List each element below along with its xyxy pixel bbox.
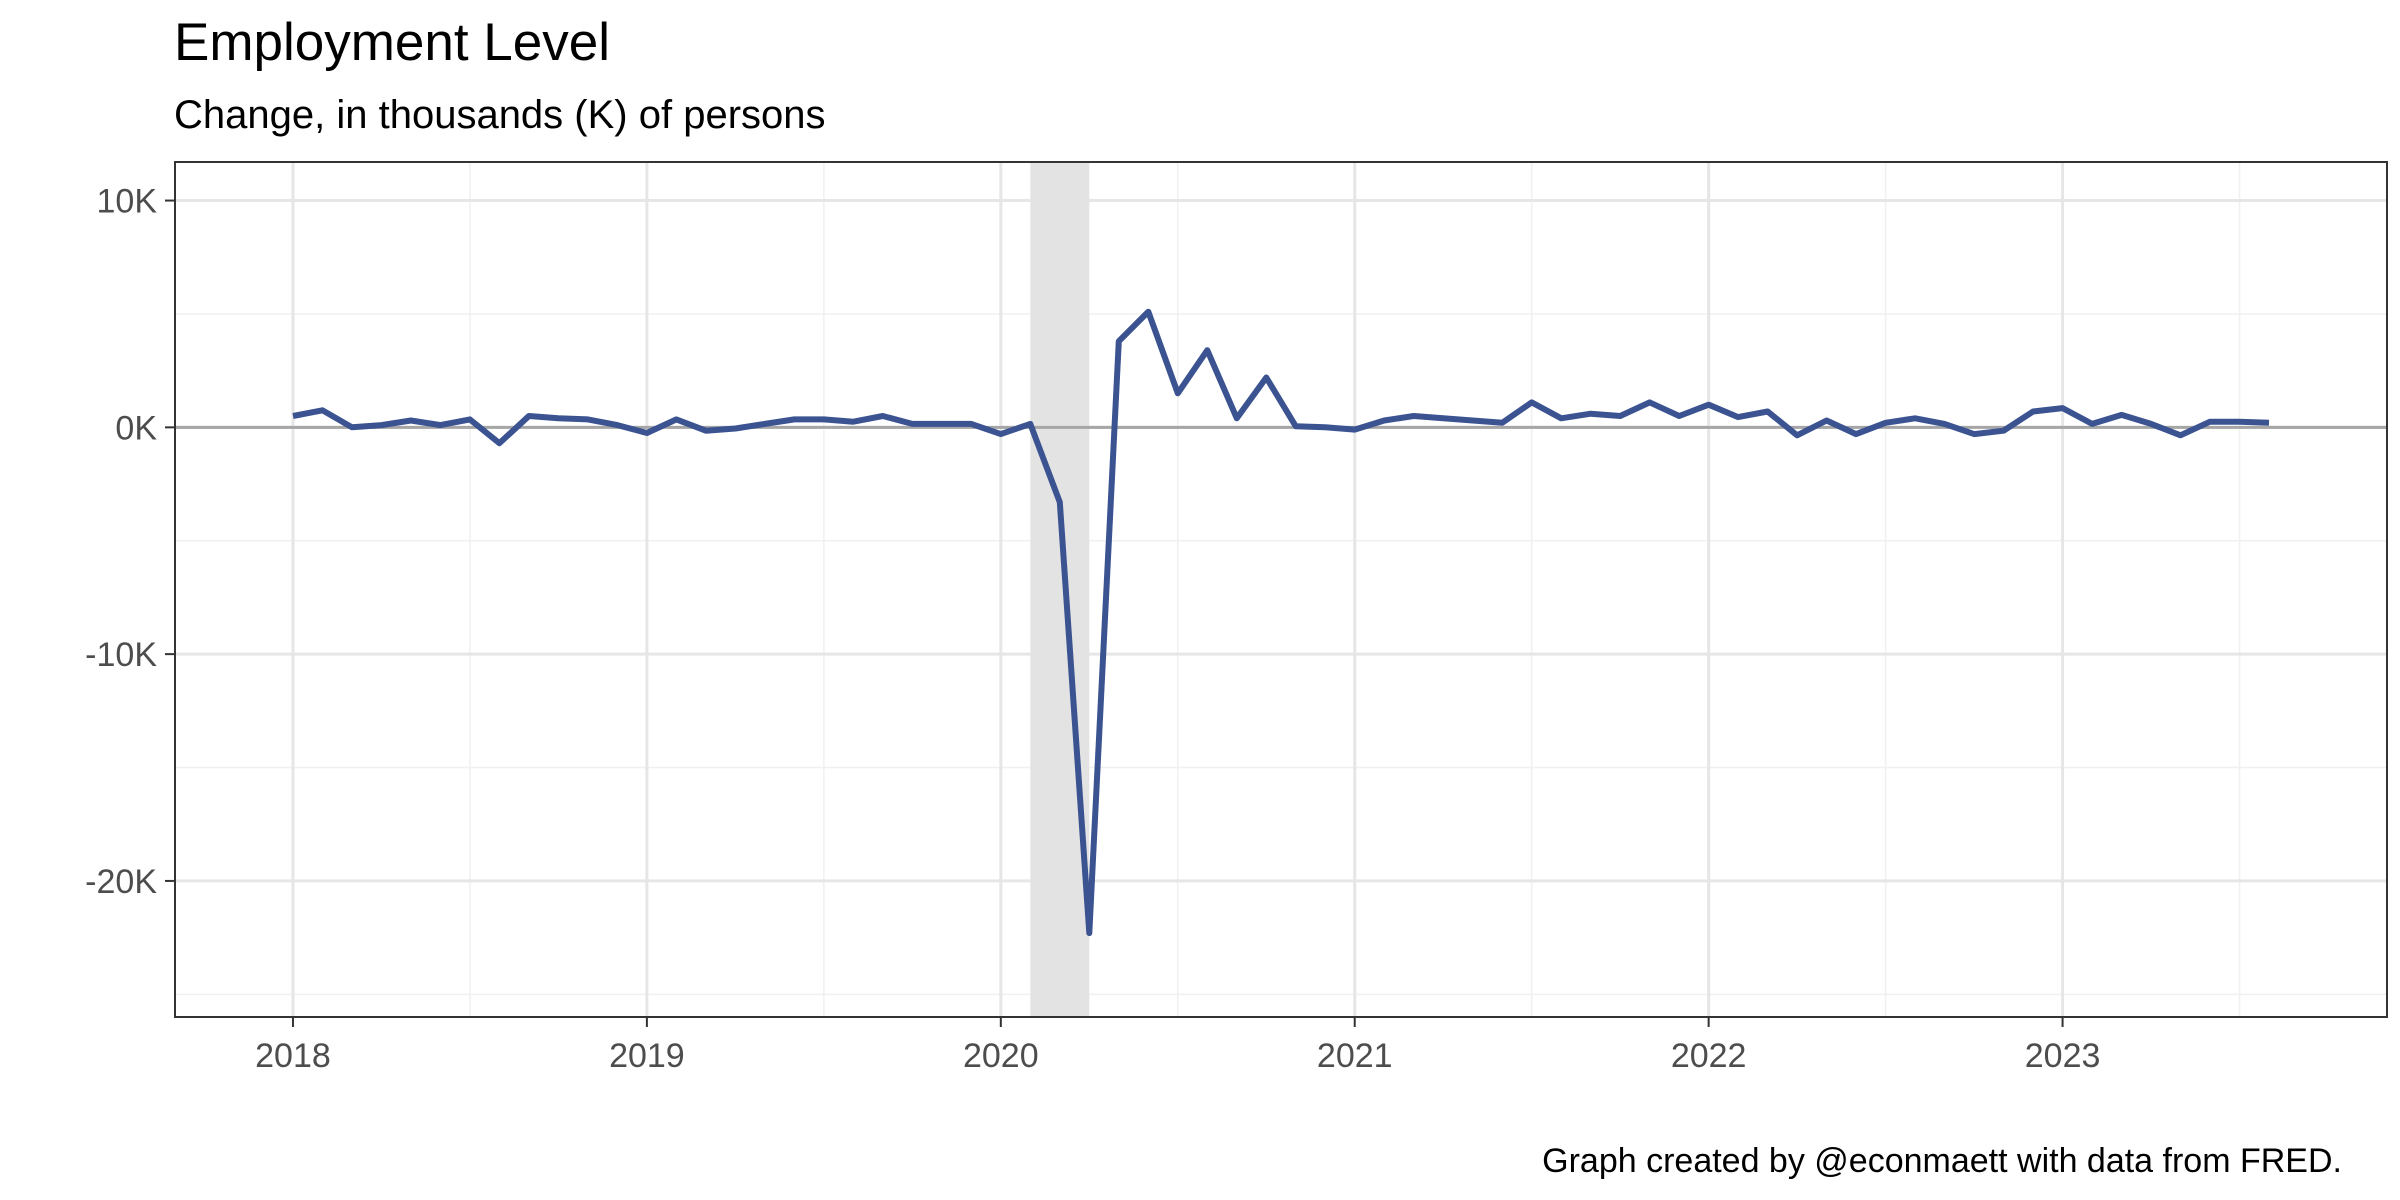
chart-subtitle: Change, in thousands (K) of persons — [174, 93, 826, 137]
chart-title: Employment Level — [174, 13, 610, 72]
y-tick-label: -20K — [85, 863, 157, 901]
x-tick-label: 2021 — [1317, 1037, 1393, 1075]
recession-shading — [1030, 162, 1090, 1017]
x-tick-label: 2019 — [609, 1037, 685, 1075]
x-tick-label: 2020 — [963, 1037, 1039, 1075]
chart-caption: Graph created by @econmaett with data fr… — [1542, 1142, 2342, 1180]
panel-background — [175, 162, 2387, 1017]
panel-border — [174, 161, 2388, 1018]
x-tick-label: 2023 — [2025, 1037, 2101, 1075]
x-tick-label: 2018 — [255, 1037, 331, 1075]
y-tick-label: 10K — [97, 183, 158, 221]
series-line-1 — [292, 308, 2270, 937]
y-tick-label: 0K — [115, 409, 157, 447]
plot-area: 10K 0K -10K -20K 2018 2019 2020 2021 2022 2023 — [85, 161, 2388, 1075]
x-tick-label: 2022 — [1671, 1037, 1747, 1075]
y-tick-label: -10K — [85, 636, 157, 674]
